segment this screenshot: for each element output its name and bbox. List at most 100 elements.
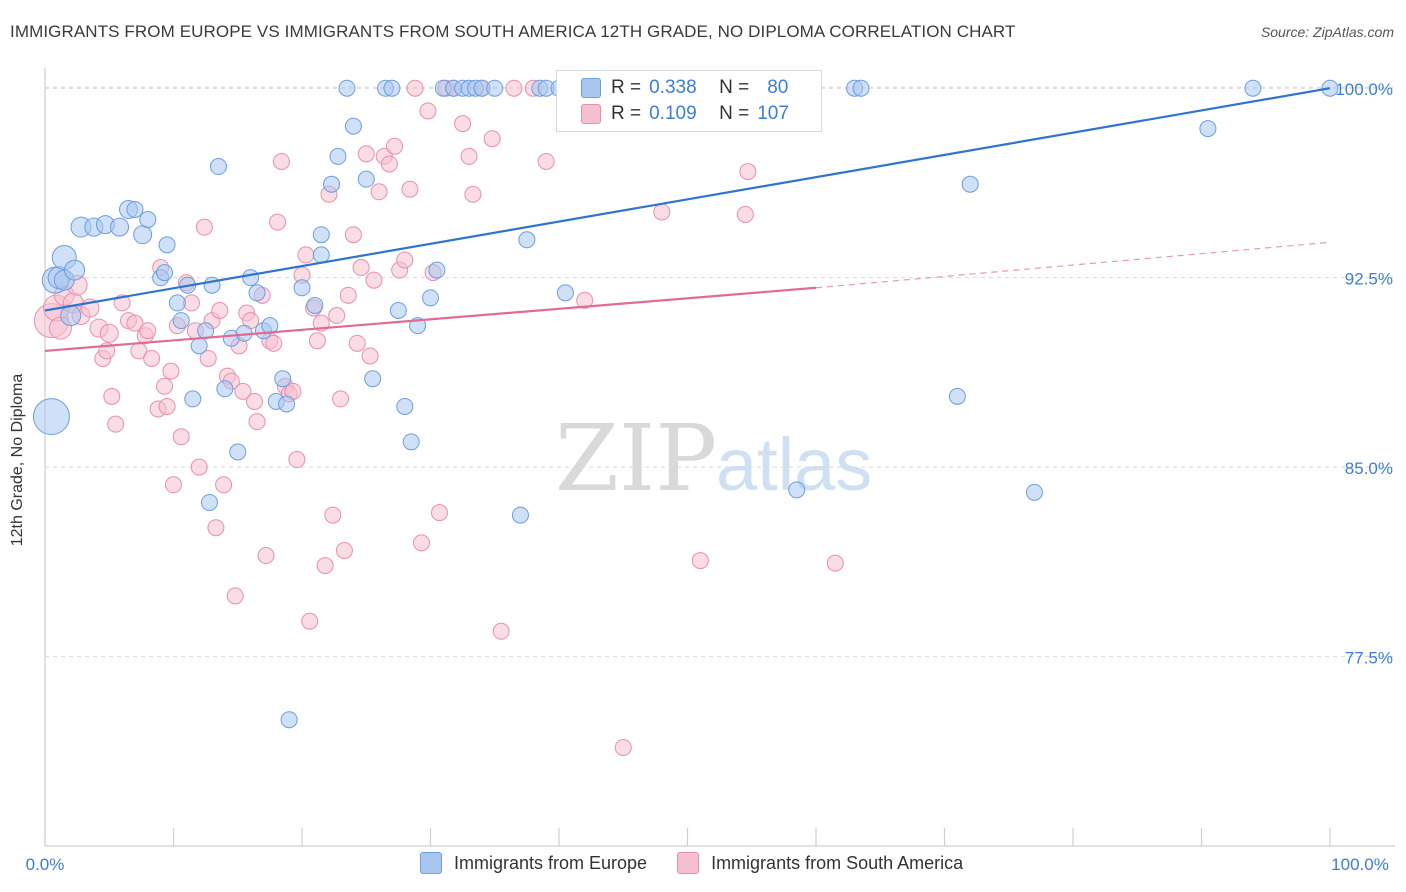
europe-point	[1244, 79, 1262, 97]
europe-point	[248, 284, 266, 302]
south-america-trend-extension	[815, 241, 1331, 289]
south-america-point	[348, 334, 366, 352]
series-legend: Immigrants from Europe Immigrants from S…	[420, 852, 993, 874]
south-america-point	[265, 334, 283, 352]
south-america-point	[182, 294, 200, 312]
south-america-point	[226, 587, 244, 605]
south-america-point	[537, 152, 555, 170]
legend-n-label: N =	[719, 103, 750, 124]
legend-item-europe[interactable]: Immigrants from Europe	[420, 852, 647, 874]
south-america-point	[288, 451, 306, 469]
south-america-point	[172, 428, 190, 446]
south-america-point	[297, 246, 315, 264]
south-america-point	[454, 115, 472, 133]
europe-point	[338, 79, 356, 97]
south-america-point	[505, 79, 523, 97]
x-tick-label: 100.0%	[1331, 855, 1389, 874]
south-america-point	[158, 397, 176, 415]
europe-point	[156, 264, 174, 282]
europe-point	[312, 246, 330, 264]
legend-n-label: N =	[719, 77, 750, 98]
south-america-point	[99, 323, 119, 343]
europe-point	[64, 259, 86, 281]
south-america-point	[576, 291, 594, 309]
europe-point	[323, 175, 341, 193]
y-tick-label: 85.0%	[1345, 459, 1393, 478]
south-america-point	[335, 541, 353, 559]
south-america-point	[492, 622, 510, 640]
europe-point	[261, 317, 279, 335]
europe-point	[184, 390, 202, 408]
europe-point	[32, 398, 70, 436]
south-america-point	[139, 322, 157, 340]
south-america-point	[736, 206, 754, 224]
europe-point	[200, 493, 218, 511]
south-america-point	[332, 390, 350, 408]
south-america-point	[460, 147, 478, 165]
south-america-point	[103, 387, 121, 405]
europe-point	[209, 158, 227, 176]
europe-point	[961, 175, 979, 193]
europe-point	[168, 294, 186, 312]
south-america-point	[245, 392, 263, 410]
legend-row-south-america: R = 0.109 N = 107	[581, 101, 789, 127]
south-america-point	[207, 519, 225, 537]
south-america-point	[386, 137, 404, 155]
south-america-trend-line	[44, 286, 817, 353]
europe-point	[60, 305, 82, 327]
south-america-point	[826, 554, 844, 572]
south-america-point	[165, 476, 182, 494]
south-america-point	[107, 415, 125, 433]
europe-point	[422, 289, 439, 307]
south-america-r-value: 0.109	[649, 103, 697, 124]
south-america-swatch	[581, 104, 601, 124]
south-america-point	[269, 213, 287, 231]
europe-point	[852, 79, 870, 97]
europe-point	[172, 312, 190, 330]
europe-r-value: 0.338	[649, 77, 697, 98]
south-america-point	[328, 307, 346, 325]
legend-item-south-america[interactable]: Immigrants from South America	[677, 852, 963, 874]
series-europe-points	[32, 79, 1339, 729]
europe-point	[357, 170, 375, 188]
south-america-point	[195, 218, 213, 236]
europe-point	[329, 147, 347, 165]
south-america-point	[691, 552, 709, 570]
europe-point	[190, 337, 208, 355]
south-america-point	[156, 377, 174, 395]
europe-point	[229, 443, 247, 461]
europe-trend-line	[44, 87, 1331, 312]
south-america-point	[257, 547, 275, 565]
south-america-point	[126, 314, 144, 332]
trend-lines	[44, 87, 1331, 353]
y-tick-label: 100.0%	[1335, 80, 1393, 99]
europe-point	[402, 433, 420, 451]
south-america-point	[234, 382, 252, 400]
gridlines	[45, 86, 1395, 658]
europe-point	[274, 370, 292, 388]
watermark: ZIP atlas	[555, 405, 872, 512]
europe-swatch	[581, 78, 601, 98]
europe-point	[242, 269, 260, 287]
south-america-point	[316, 557, 334, 575]
south-america-point	[272, 152, 290, 170]
south-america-point	[308, 332, 326, 350]
south-america-point	[248, 413, 266, 431]
europe-point	[312, 226, 330, 244]
south-america-point	[211, 301, 229, 319]
europe-point	[280, 711, 298, 729]
legend-row-europe: R = 0.338 N = 80	[581, 75, 788, 101]
south-america-point	[357, 145, 375, 163]
legend-r-label: R =	[611, 77, 642, 98]
europe-point	[278, 395, 296, 413]
south-america-point	[483, 130, 501, 148]
south-america-point	[406, 79, 424, 97]
south-america-point	[614, 738, 632, 756]
watermark-zip: ZIP	[555, 405, 717, 512]
europe-point	[158, 236, 176, 254]
europe-point	[511, 506, 529, 524]
legend-europe-label: Immigrants from Europe	[454, 852, 648, 873]
europe-point	[364, 370, 382, 388]
series-south-america-points	[33, 79, 844, 756]
